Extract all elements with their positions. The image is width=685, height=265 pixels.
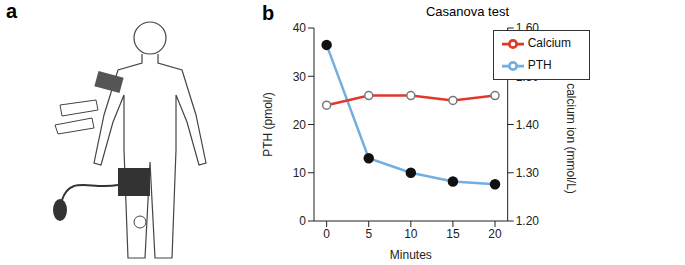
svg-text:1.20: 1.20 xyxy=(516,214,540,228)
svg-text:10: 10 xyxy=(293,166,307,180)
html-text:b: b xyxy=(262,2,275,24)
svg-text:0: 0 xyxy=(323,227,330,241)
html-text:Calcium: Calcium xyxy=(527,36,571,51)
svg-text:20: 20 xyxy=(293,118,307,132)
svg-text:40: 40 xyxy=(293,21,307,35)
svg-text:5: 5 xyxy=(365,227,372,241)
svg-text:10: 10 xyxy=(404,227,418,241)
svg-text:PTH (pmol/): PTH (pmol/) xyxy=(261,92,275,157)
svg-text:Free calcium ion (mmol/L): Free calcium ion (mmol/L) xyxy=(564,55,578,194)
html-text:PTH: PTH xyxy=(527,58,552,73)
svg-text:1.30: 1.30 xyxy=(516,166,540,180)
svg-text:0: 0 xyxy=(299,214,306,228)
svg-text:1.40: 1.40 xyxy=(516,118,540,132)
svg-text:Minutes: Minutes xyxy=(390,248,432,262)
svg-text:15: 15 xyxy=(446,227,460,241)
svg-text:30: 30 xyxy=(293,70,307,84)
svg-text:1.60: 1.60 xyxy=(516,21,540,35)
svg-text:20: 20 xyxy=(488,227,502,241)
html-text:Casanova test: Casanova test xyxy=(425,4,509,19)
svg-text:1.50: 1.50 xyxy=(516,70,540,84)
svg-text:a: a xyxy=(6,0,18,22)
